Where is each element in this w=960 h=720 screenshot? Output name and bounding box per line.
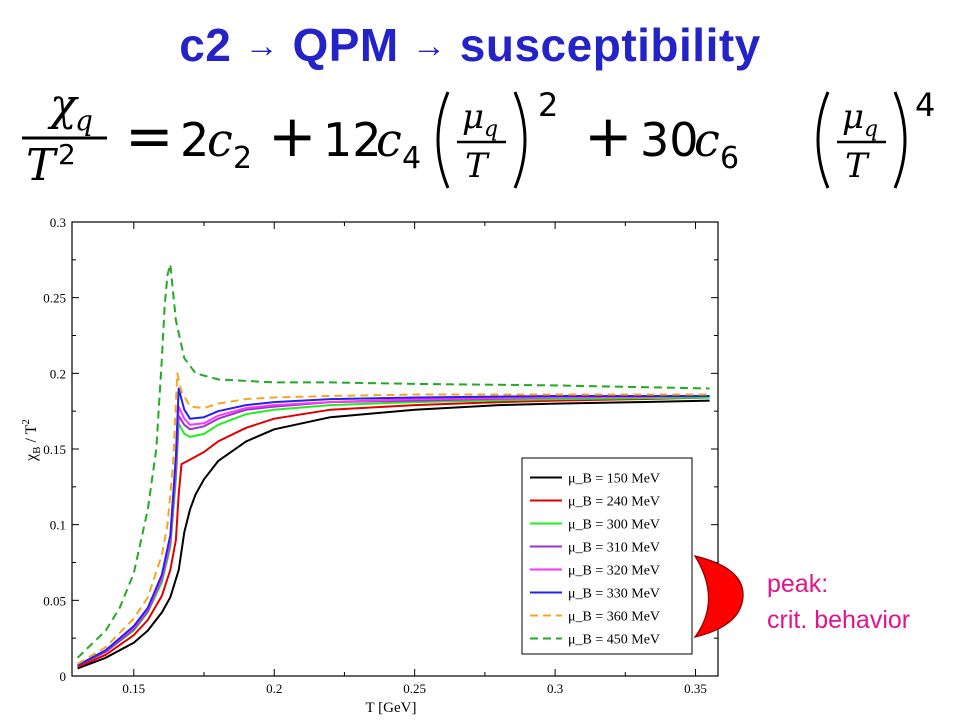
y-tick-label: 0.25	[43, 291, 66, 306]
power-4: 4	[915, 86, 935, 124]
lhs-chi-sub: q	[75, 104, 93, 137]
power-2: 2	[538, 86, 558, 124]
legend-label-7: μ_B = 450 MeV	[568, 633, 660, 648]
paren-left-2	[816, 91, 830, 189]
term3-sub: 6	[720, 141, 739, 176]
term2-coef: 12	[323, 113, 382, 167]
lhs-T: T	[26, 140, 59, 190]
y-tick-label: 0.1	[50, 518, 66, 533]
x-tick-label: 0.2	[266, 681, 282, 696]
x-axis-label: T [GeV]	[366, 700, 417, 716]
mu-1: μ	[462, 97, 484, 137]
series-line-7	[76, 263, 710, 659]
y-label-rest: / T	[23, 424, 40, 446]
title-arrow-1: →	[244, 27, 280, 65]
series-line-5	[77, 387, 710, 667]
slide-title: c2 → QPM → susceptibility	[0, 18, 940, 72]
y-tick-label: 0.05	[43, 593, 66, 608]
plus-sign-1: +	[268, 102, 317, 170]
term3-coef: 30	[640, 113, 699, 167]
plus-sign-2: +	[584, 102, 633, 170]
series-line-0	[77, 399, 710, 670]
x-tick-label: 0.25	[403, 681, 426, 696]
term1-coef: 2	[180, 113, 209, 167]
legend-label-5: μ_B = 330 MeV	[568, 587, 660, 602]
x-tick-label: 0.15	[122, 681, 145, 696]
y-tick-label: 0.3	[50, 215, 66, 230]
peak-annotation: peak: crit. behavior	[767, 566, 910, 638]
x-tick-label: 0.3	[547, 681, 563, 696]
paren-right-1	[513, 91, 527, 189]
lhs-chi: χ	[47, 80, 79, 131]
legend-label-3: μ_B = 310 MeV	[568, 541, 660, 556]
annotation-line-2: crit. behavior	[767, 606, 911, 634]
y-tick-label: 0.15	[43, 442, 66, 457]
y-label-sub: B	[31, 446, 43, 453]
title-arrow-2: →	[412, 27, 447, 65]
series-line-1	[77, 396, 710, 668]
y-tick-label: 0.2	[50, 366, 66, 381]
title-part-susceptibility: susceptibility	[459, 19, 761, 71]
paren-left-1	[436, 91, 450, 189]
susceptibility-formula: χ q T 2 = 2 c 2 + 12 c 4 μ q T 2 + 30 c …	[22, 80, 935, 190]
legend-box	[521, 457, 693, 655]
mu-2: μ	[842, 97, 864, 137]
legend-label-0: μ_B = 150 MeV	[568, 472, 660, 487]
y-label-chi: χ	[23, 453, 40, 462]
term3-c: c	[694, 113, 720, 167]
lhs-T-sup: 2	[58, 138, 76, 171]
legend-label-1: μ_B = 240 MeV	[568, 495, 660, 510]
svg-text:χB / T2: χB / T2	[20, 419, 43, 462]
mu-sub-2: q	[864, 117, 878, 142]
term1-sub: 2	[233, 141, 252, 176]
peak-bracket	[693, 555, 744, 638]
term2-c: c	[376, 113, 402, 167]
y-label-sup: 2	[20, 419, 32, 425]
x-tick-label: 0.35	[684, 681, 707, 696]
y-tick-label: 0	[60, 669, 67, 684]
annotation-line-1: peak:	[767, 570, 829, 598]
equals-sign: =	[125, 102, 174, 170]
term1-c: c	[207, 113, 233, 167]
frac-T-1: T	[465, 146, 490, 186]
mu-sub-1: q	[484, 117, 498, 142]
title-part-qpm: QPM	[292, 19, 399, 71]
legend-label-4: μ_B = 320 MeV	[568, 564, 660, 579]
legend-label-2: μ_B = 300 MeV	[568, 518, 660, 533]
paren-right-2	[893, 91, 907, 189]
series-line-6	[77, 372, 710, 665]
y-axis-label: χB / T2	[20, 419, 43, 462]
frac-T-2: T	[845, 146, 870, 186]
term2-sub: 4	[402, 141, 421, 176]
legend-label-6: μ_B = 360 MeV	[568, 610, 660, 625]
title-part-c2: c2	[179, 19, 232, 71]
